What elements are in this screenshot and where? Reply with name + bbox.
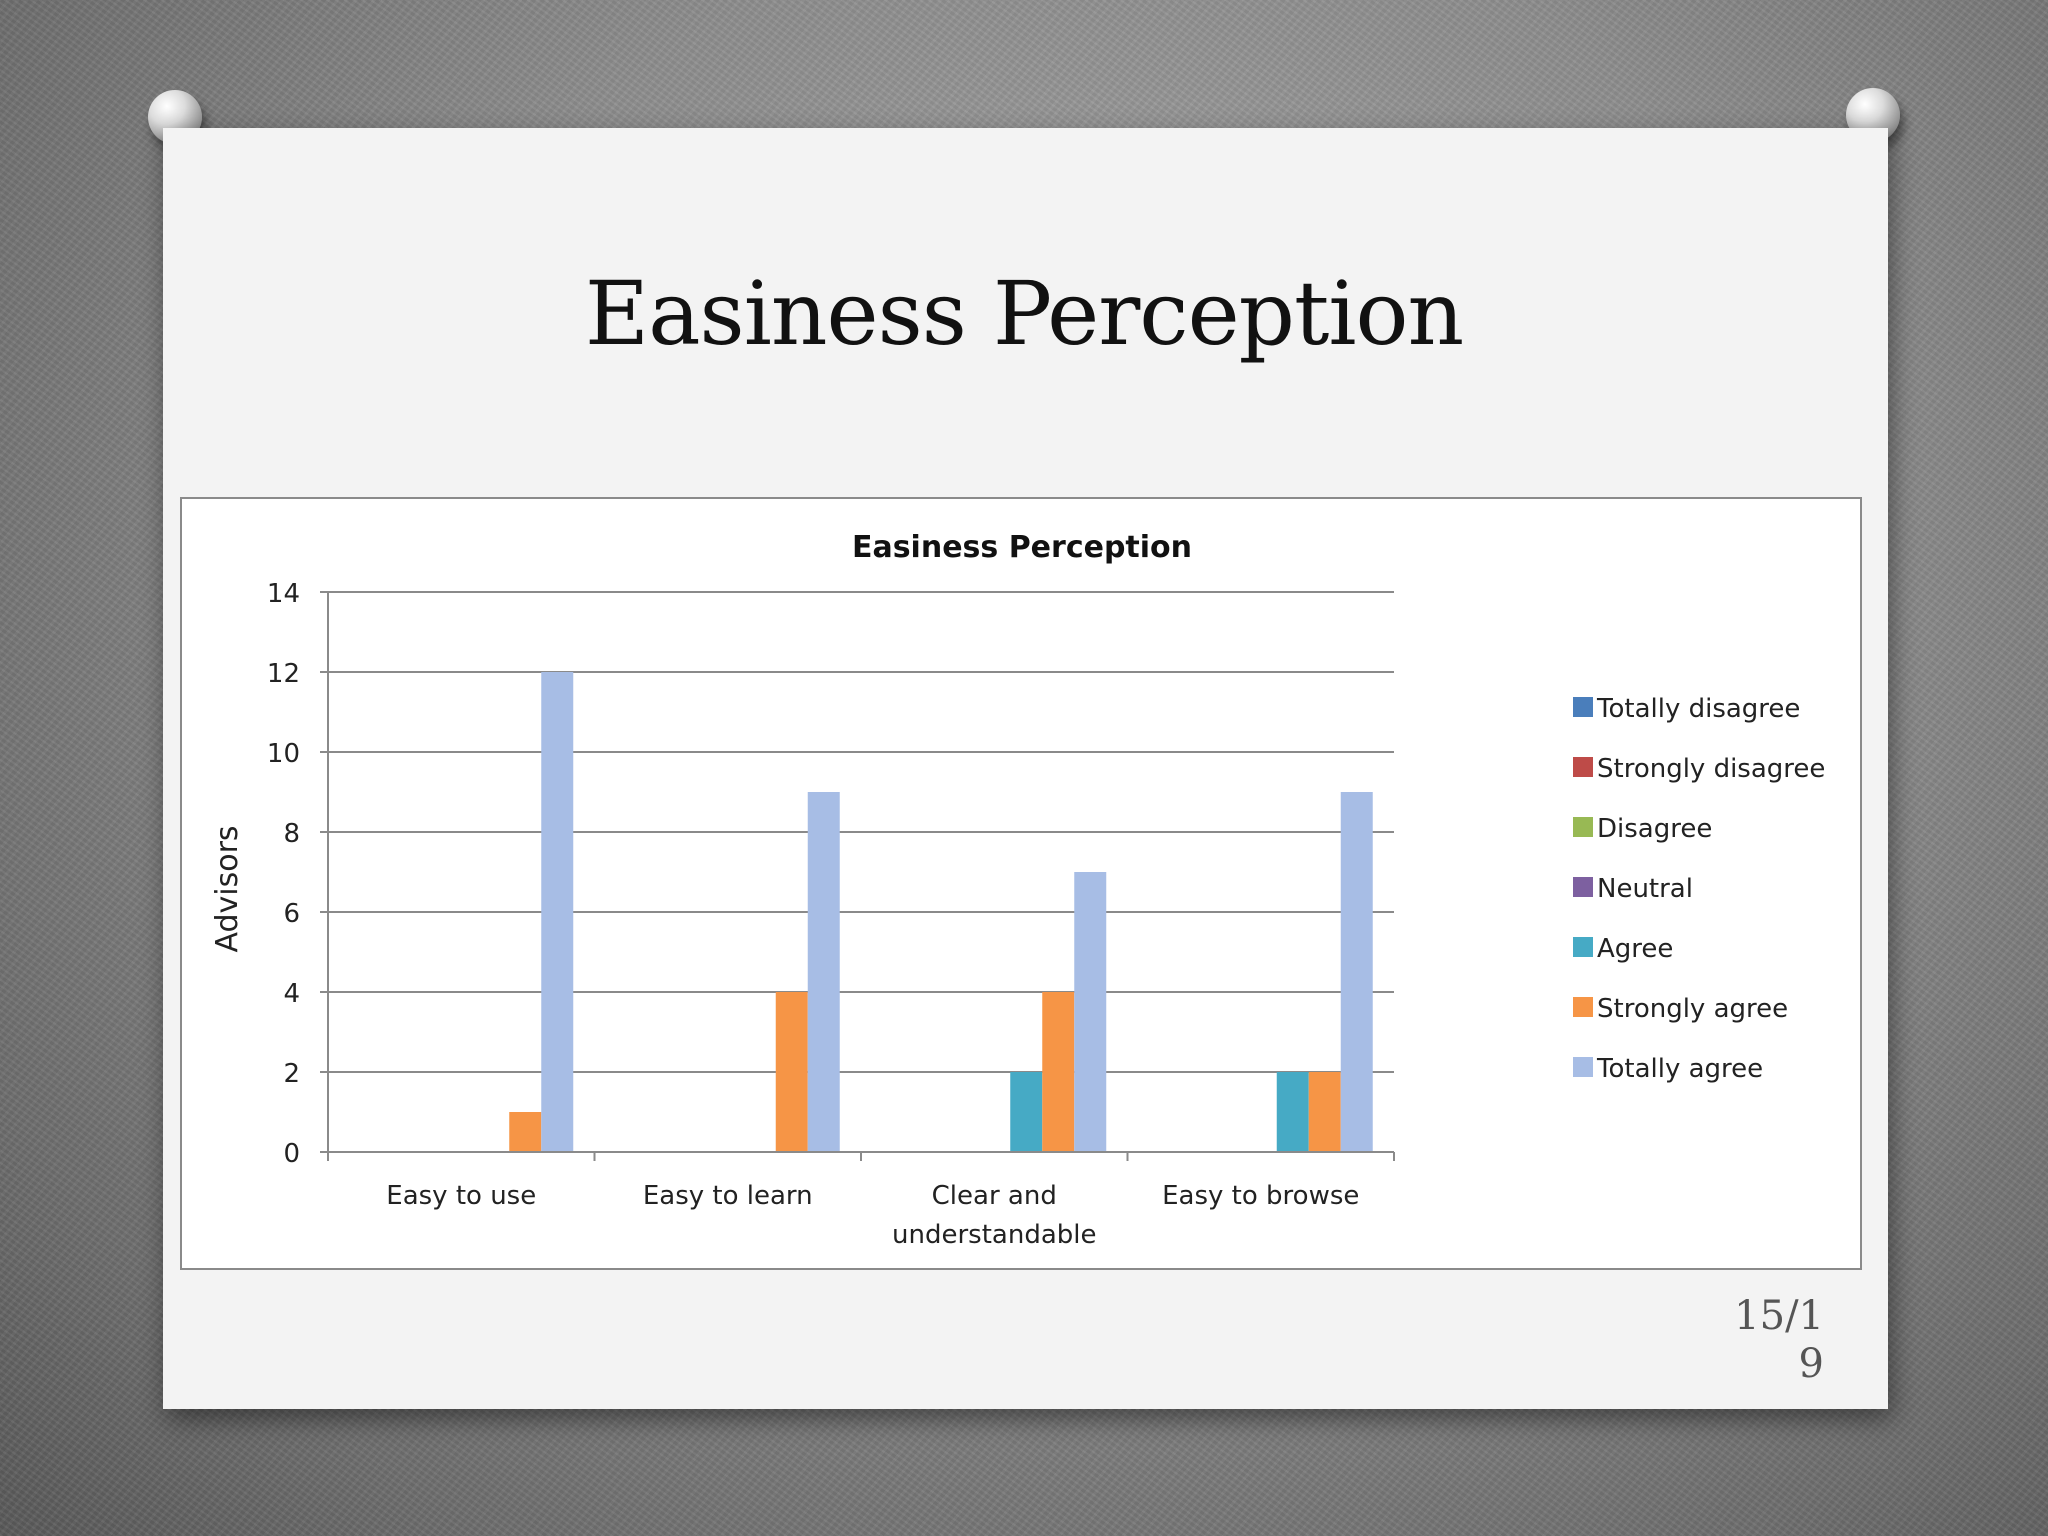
y-tick-label: 14: [267, 579, 300, 609]
chart-frame: 0 2 4 6 8 10 12 14 Easy to use Easy to learn Clea…: [180, 497, 1862, 1270]
legend-label: Disagree: [1597, 814, 1712, 844]
legend-label: Agree: [1597, 934, 1673, 964]
gridlines: [328, 591, 1394, 1073]
slide-title: Easiness Perception: [584, 262, 1464, 365]
y-tick-labels: 0 2 4 6 8 10 12 14: [267, 579, 300, 1169]
bar-totally-agree: [1074, 872, 1107, 1152]
bar-strongly-agree: [775, 992, 808, 1152]
x-tick-label: understandable: [892, 1220, 1096, 1250]
legend-swatch: [1573, 997, 1593, 1017]
bar-agree: [1010, 1072, 1043, 1152]
y-tick-label: 4: [283, 979, 300, 1009]
bar-totally-agree: [541, 672, 574, 1152]
legend-swatch: [1573, 937, 1593, 957]
y-tick-label: 0: [283, 1139, 300, 1169]
axes: [320, 591, 1395, 1161]
legend-label: Neutral: [1597, 874, 1693, 904]
bar-totally-agree: [807, 792, 840, 1152]
legend-label: Strongly agree: [1597, 994, 1788, 1024]
x-tick-label: Easy to learn: [643, 1181, 813, 1211]
legend-swatch: [1573, 697, 1593, 717]
bar-totally-agree: [1340, 792, 1373, 1152]
bar-strongly-agree: [1042, 992, 1075, 1152]
legend-swatch: [1573, 1057, 1593, 1077]
page-number: 15/1 9: [1734, 1293, 1824, 1387]
legend-swatch: [1573, 877, 1593, 897]
legend-swatch: [1573, 757, 1593, 777]
x-tick-label: Clear and: [932, 1181, 1057, 1211]
y-tick-label: 10: [267, 739, 300, 769]
legend-label: Totally disagree: [1596, 694, 1800, 724]
y-tick-label: 8: [283, 819, 300, 849]
y-tick-label: 12: [267, 659, 300, 689]
chart-title: Easiness Perception: [852, 530, 1192, 565]
y-tick-label: 6: [283, 899, 300, 929]
x-tick-label: Easy to browse: [1162, 1181, 1359, 1211]
legend-label: Totally agree: [1596, 1054, 1763, 1084]
x-tick-labels: Easy to use Easy to learn Clear and underst…: [386, 1181, 1359, 1250]
bar-agree: [1276, 1072, 1309, 1152]
bar-strongly-agree: [1308, 1072, 1341, 1152]
legend-swatch: [1573, 817, 1593, 837]
legend: Totally disagree Strongly disagree Disagre…: [1573, 694, 1825, 1084]
y-tick-label: 2: [283, 1059, 300, 1089]
bar-strongly-agree: [509, 1112, 542, 1152]
y-axis-label: Advisors: [210, 825, 245, 952]
bar-chart: 0 2 4 6 8 10 12 14 Easy to use Easy to learn Clea…: [210, 530, 1825, 1250]
bars: [509, 672, 1373, 1152]
x-tick-label: Easy to use: [386, 1181, 536, 1211]
legend-label: Strongly disagree: [1597, 754, 1825, 784]
